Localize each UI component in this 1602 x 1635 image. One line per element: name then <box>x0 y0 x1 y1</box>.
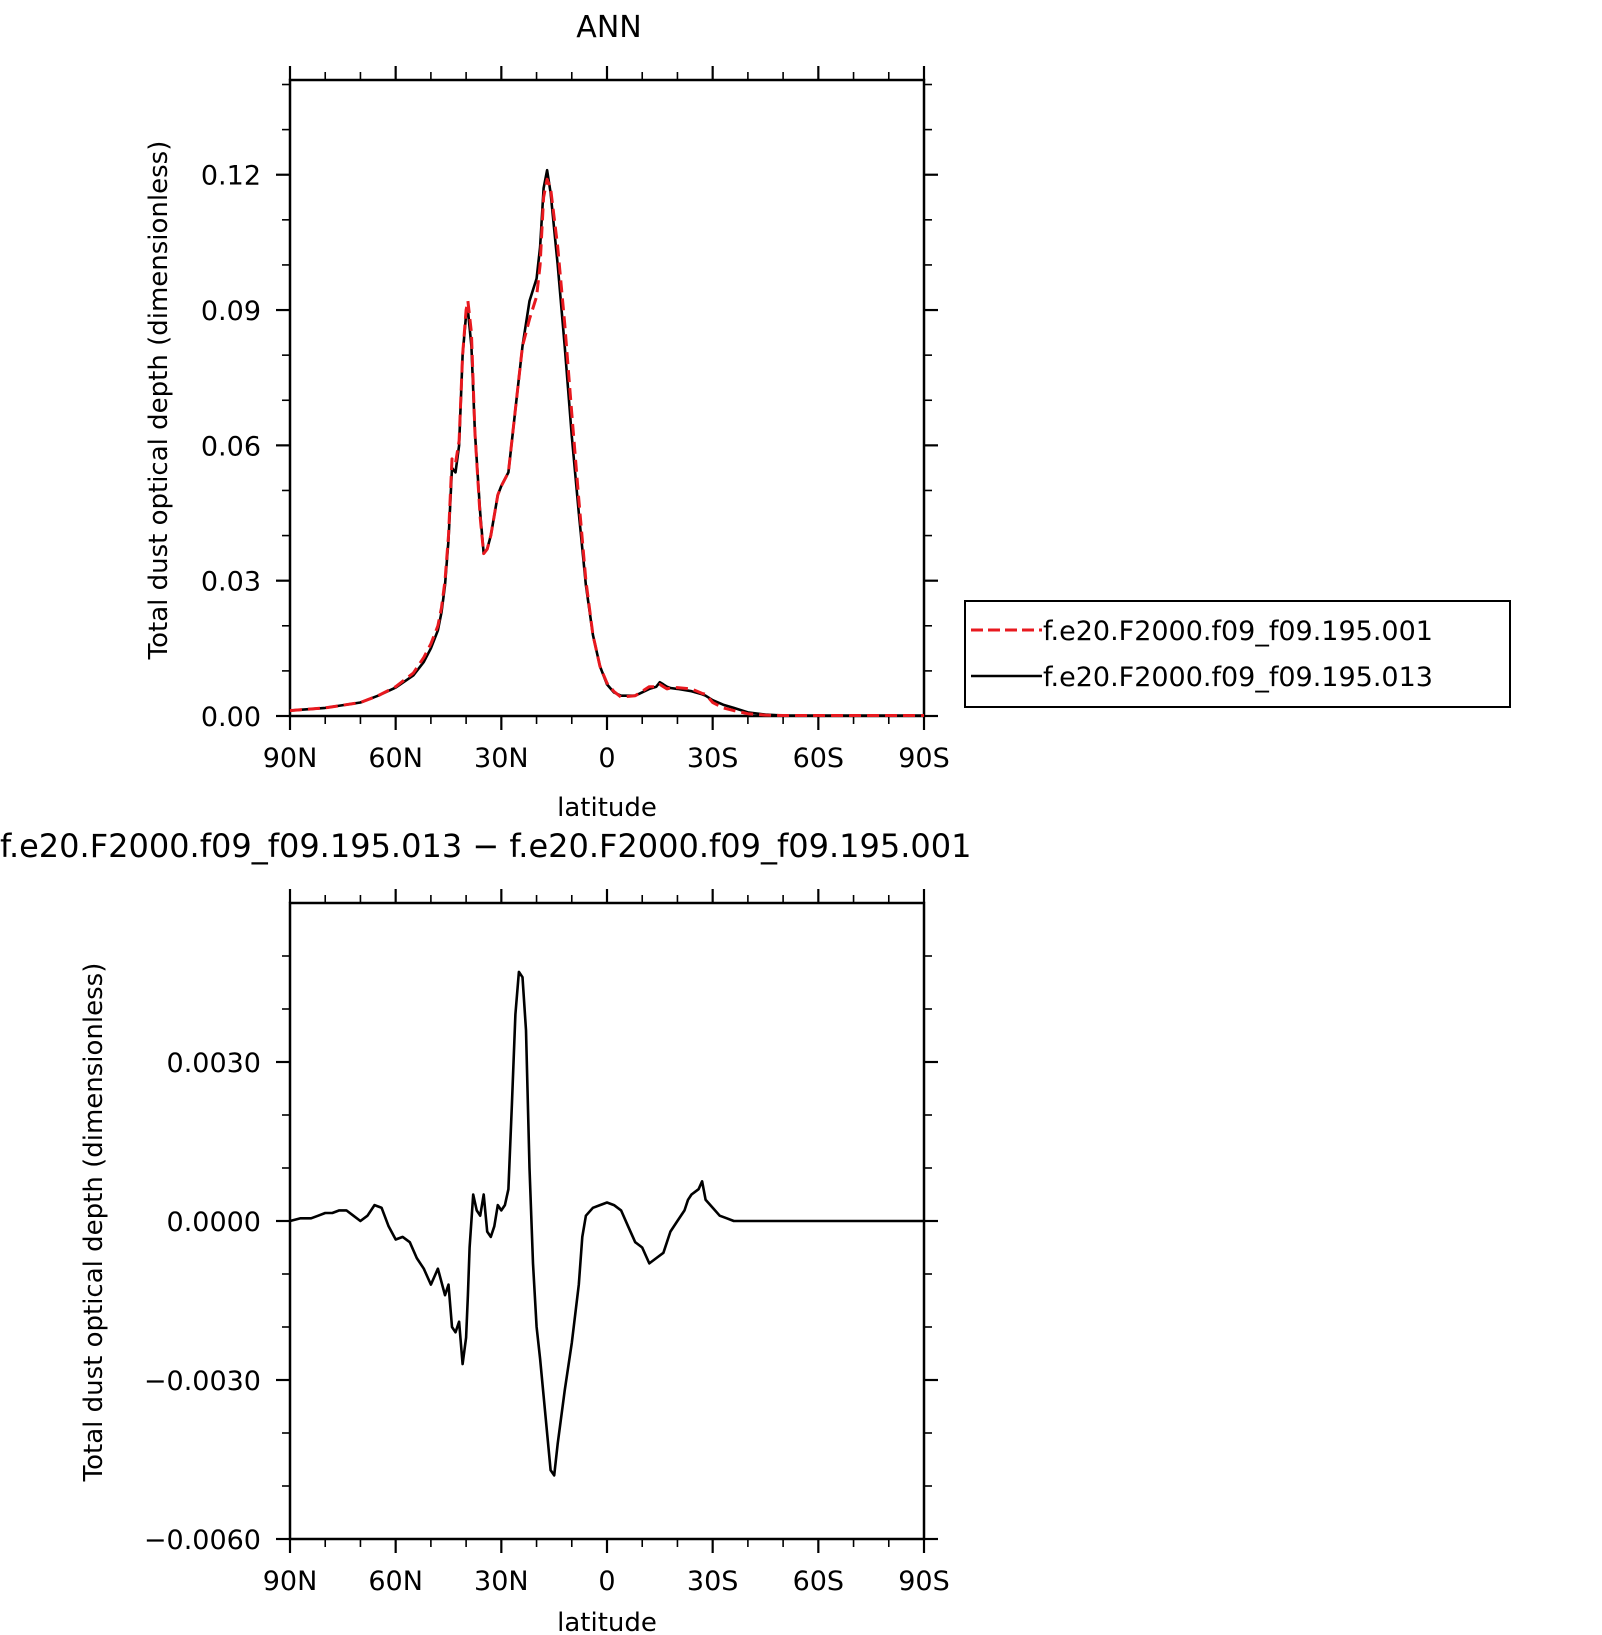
bottom-y-axis-label: Total dust optical depth (dimensionless) <box>79 963 109 1483</box>
x-tick-label: 0 <box>598 1566 615 1597</box>
bottom-y-tick-labels: −0.0060 −0.0030 0.0000 0.0030 <box>144 1048 261 1556</box>
bottom-panel-title: f.e20.F2000.f09_f09.195.013 − f.e20.F200… <box>0 827 972 865</box>
legend: f.e20.F2000.f09_f09.195.001 f.e20.F2000.… <box>964 600 1511 708</box>
top-series-lines <box>289 168 924 717</box>
x-tick-label: 60N <box>368 743 423 774</box>
y-tick-label: 0.06 <box>201 431 261 462</box>
y-tick-label: −0.0060 <box>144 1525 261 1556</box>
bottom-panel: f.e20.F2000.f09_f09.195.013 − f.e20.F200… <box>0 827 972 1635</box>
x-tick-label: 60S <box>793 1566 845 1597</box>
y-tick-label: 0.0000 <box>167 1207 261 1238</box>
x-tick-label: 90N <box>263 1566 318 1597</box>
x-tick-label: 30N <box>474 743 529 774</box>
y-tick-label: 0.0030 <box>167 1048 261 1079</box>
x-tick-label: 30S <box>687 743 739 774</box>
series-line <box>289 970 924 1477</box>
x-tick-label: 90S <box>898 743 950 774</box>
bottom-x-axis-label: latitude <box>557 1608 657 1635</box>
x-tick-label: 90S <box>898 1566 950 1597</box>
top-y-axis-label: Total dust optical depth (dimensionless) <box>144 141 174 661</box>
top-x-axis-label: latitude <box>557 793 657 823</box>
y-tick-label: 0.00 <box>201 702 261 733</box>
y-tick-label: 0.09 <box>201 296 261 327</box>
bottom-series-lines <box>289 970 924 1477</box>
x-tick-label: 0 <box>598 743 615 774</box>
legend-label-013: f.e20.F2000.f09_f09.195.013 <box>1043 662 1433 693</box>
top-panel-title: ANN <box>576 10 641 45</box>
top-plot-frame <box>288 78 926 718</box>
top-axis-ticks <box>276 66 938 730</box>
series-line <box>289 177 924 717</box>
top-y-tick-labels: 0.00 0.03 0.06 0.09 0.12 <box>201 161 261 733</box>
x-tick-label: 30N <box>474 1566 529 1597</box>
y-tick-label: 0.03 <box>201 567 261 598</box>
legend-label-001: f.e20.F2000.f09_f09.195.001 <box>1043 616 1433 647</box>
x-tick-label: 60S <box>793 743 845 774</box>
bottom-x-tick-labels: 90N 60N 30N 0 30S 60S 90S <box>263 1566 950 1597</box>
y-tick-label: 0.12 <box>201 161 261 192</box>
x-tick-label: 30S <box>687 1566 739 1597</box>
y-tick-label: −0.0030 <box>144 1366 261 1397</box>
top-x-tick-labels: 90N 60N 30N 0 30S 60S 90S <box>263 743 950 774</box>
x-tick-label: 90N <box>263 743 318 774</box>
series-line <box>289 168 924 717</box>
bottom-axis-ticks <box>276 889 938 1553</box>
legend-box <box>964 600 1511 708</box>
top-panel: ANN 90N 60N 30N 0 30S 60S 90S 0.00 0.03 0.06 0.09… <box>144 10 1511 823</box>
x-tick-label: 60N <box>368 1566 423 1597</box>
